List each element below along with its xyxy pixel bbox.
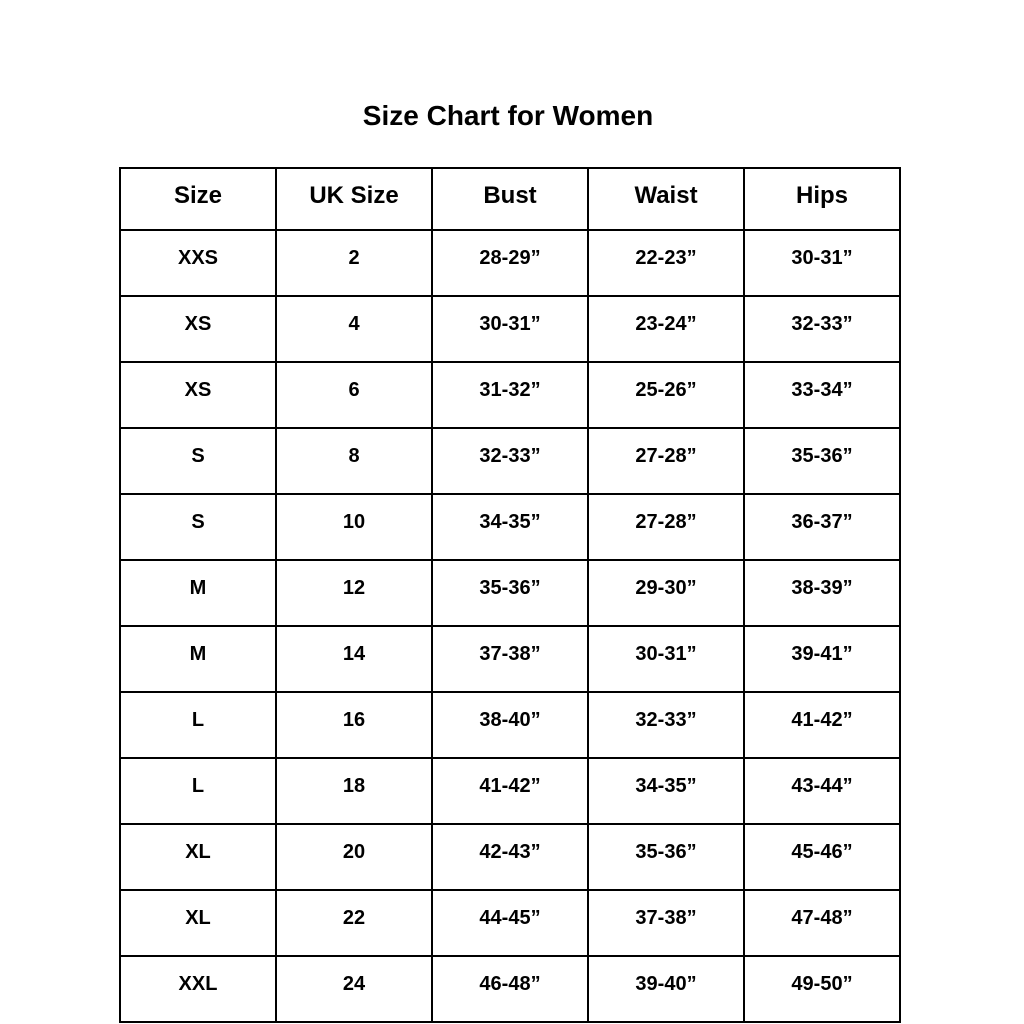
cell-bust: 30-31” (431, 295, 589, 363)
cell-hips: 30-31” (743, 229, 901, 297)
cell-hips: 49-50” (743, 955, 901, 1023)
cell-uk-size: 14 (275, 625, 433, 693)
cell-waist: 32-33” (587, 691, 745, 759)
table-row: XXL 24 46-48” 39-40” 49-50” (119, 955, 901, 1023)
table-row: S 10 34-35” 27-28” 36-37” (119, 493, 901, 561)
table-row: L 16 38-40” 32-33” 41-42” (119, 691, 901, 759)
cell-hips: 47-48” (743, 889, 901, 957)
cell-waist: 23-24” (587, 295, 745, 363)
cell-bust: 38-40” (431, 691, 589, 759)
cell-uk-size: 24 (275, 955, 433, 1023)
cell-hips: 35-36” (743, 427, 901, 495)
cell-bust: 28-29” (431, 229, 589, 297)
cell-bust: 34-35” (431, 493, 589, 561)
column-header-waist: Waist (587, 167, 745, 231)
cell-uk-size: 6 (275, 361, 433, 429)
cell-uk-size: 8 (275, 427, 433, 495)
cell-hips: 43-44” (743, 757, 901, 825)
cell-bust: 32-33” (431, 427, 589, 495)
cell-waist: 27-28” (587, 493, 745, 561)
cell-size: M (119, 625, 277, 693)
cell-hips: 33-34” (743, 361, 901, 429)
table-row: L 18 41-42” 34-35” 43-44” (119, 757, 901, 825)
column-header-size: Size (119, 167, 277, 231)
cell-size: XXL (119, 955, 277, 1023)
cell-size: L (119, 691, 277, 759)
cell-waist: 22-23” (587, 229, 745, 297)
table-header: Size UK Size Bust Waist Hips (119, 167, 901, 231)
cell-uk-size: 10 (275, 493, 433, 561)
cell-hips: 32-33” (743, 295, 901, 363)
cell-waist: 25-26” (587, 361, 745, 429)
cell-bust: 31-32” (431, 361, 589, 429)
cell-size: L (119, 757, 277, 825)
cell-bust: 44-45” (431, 889, 589, 957)
cell-uk-size: 18 (275, 757, 433, 825)
cell-waist: 29-30” (587, 559, 745, 627)
cell-uk-size: 22 (275, 889, 433, 957)
cell-hips: 36-37” (743, 493, 901, 561)
cell-size: S (119, 427, 277, 495)
cell-uk-size: 12 (275, 559, 433, 627)
cell-uk-size: 20 (275, 823, 433, 891)
table-row: M 14 37-38” 30-31” 39-41” (119, 625, 901, 693)
cell-size: S (119, 493, 277, 561)
cell-size: XXS (119, 229, 277, 297)
cell-waist: 35-36” (587, 823, 745, 891)
cell-hips: 39-41” (743, 625, 901, 693)
cell-bust: 42-43” (431, 823, 589, 891)
size-chart-table: Size UK Size Bust Waist Hips XXS 2 28-29” 22-23… (119, 167, 901, 1023)
cell-bust: 35-36” (431, 559, 589, 627)
table-row: XS 6 31-32” 25-26” 33-34” (119, 361, 901, 429)
page-title: Size Chart for Women (362, 100, 654, 131)
column-header-hips: Hips (743, 167, 901, 231)
table-row: S 8 32-33” 27-28” 35-36” (119, 427, 901, 495)
cell-waist: 34-35” (587, 757, 745, 825)
cell-size: XL (119, 823, 277, 891)
cell-hips: 38-39” (743, 559, 901, 627)
cell-bust: 46-48” (431, 955, 589, 1023)
column-header-uk-size: UK Size (275, 167, 433, 231)
table-row: XXS 2 28-29” 22-23” 30-31” (119, 229, 901, 297)
cell-hips: 45-46” (743, 823, 901, 891)
cell-bust: 37-38” (431, 625, 589, 693)
table-body: XXS 2 28-29” 22-23” 30-31” XS 4 30-31” 23-24” 32-… (119, 229, 901, 1023)
cell-waist: 30-31” (587, 625, 745, 693)
cell-waist: 37-38” (587, 889, 745, 957)
cell-uk-size: 4 (275, 295, 433, 363)
table-row: XL 20 42-43” 35-36” 45-46” (119, 823, 901, 891)
header-row: Size UK Size Bust Waist Hips (119, 167, 901, 231)
cell-uk-size: 2 (275, 229, 433, 297)
table-row: XL 22 44-45” 37-38” 47-48” (119, 889, 901, 957)
cell-hips: 41-42” (743, 691, 901, 759)
table-row: M 12 35-36” 29-30” 38-39” (119, 559, 901, 627)
cell-size: XS (119, 295, 277, 363)
table-row: XS 4 30-31” 23-24” 32-33” (119, 295, 901, 363)
cell-size: XS (119, 361, 277, 429)
cell-waist: 27-28” (587, 427, 745, 495)
cell-size: M (119, 559, 277, 627)
cell-bust: 41-42” (431, 757, 589, 825)
cell-uk-size: 16 (275, 691, 433, 759)
cell-size: XL (119, 889, 277, 957)
cell-waist: 39-40” (587, 955, 745, 1023)
column-header-bust: Bust (431, 167, 589, 231)
